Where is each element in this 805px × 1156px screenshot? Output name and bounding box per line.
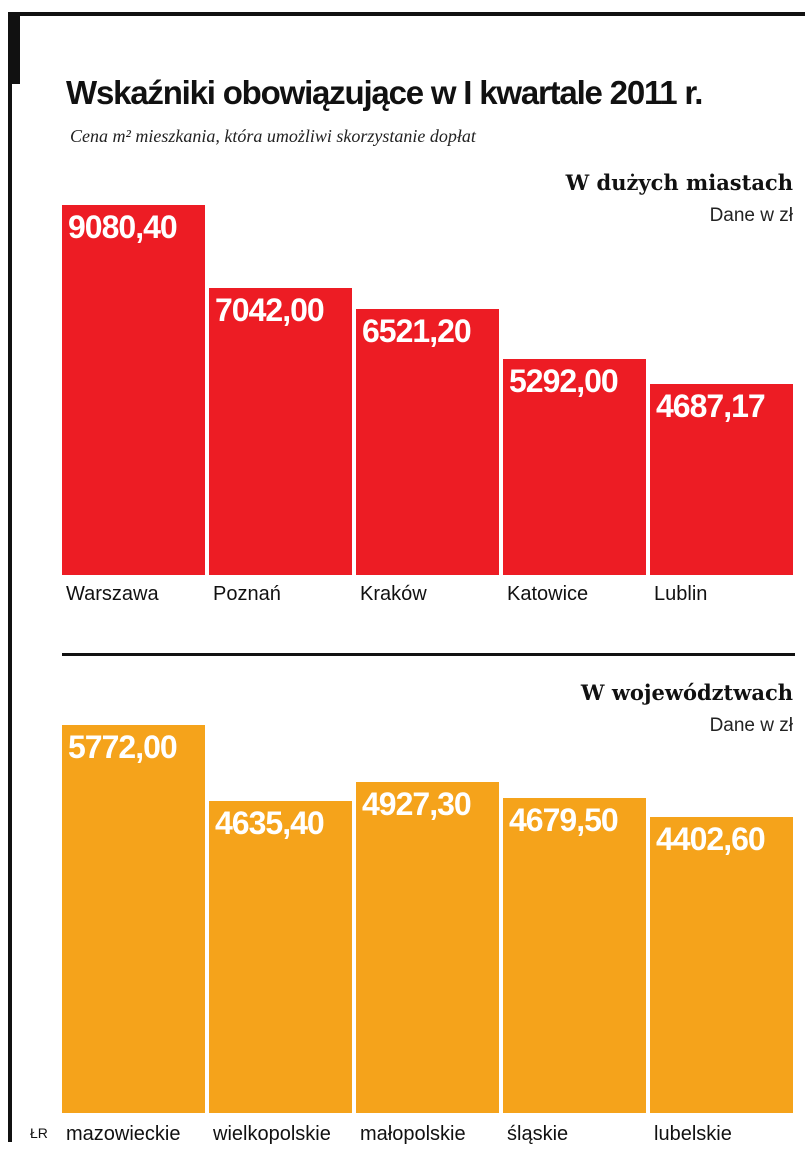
category-label-cities-3: Kraków [360,583,427,605]
bar-voivodeships-2 [209,801,352,1113]
bar-value-label-voivodeships-2: 4635,40 [215,805,325,841]
bar-value-label-cities-5: 4687,17 [656,388,766,424]
bar-cities-1 [62,205,205,575]
category-label-cities-2: Poznań [213,583,281,605]
category-label-cities-1: Warszawa [66,583,159,605]
section-title-cities: W dużych miastach [565,170,793,195]
bar-cities-5 [650,384,793,575]
bar-cities-3 [356,309,499,575]
bar-value-label-voivodeships-3: 4927,30 [362,786,472,822]
bar-voivodeships-4 [503,798,646,1113]
section-title-voivodeships: W województwach [580,680,793,705]
section-unit-cities: Dane w zł [709,205,793,226]
bar-voivodeships-5 [650,817,793,1113]
bar-value-label-voivodeships-1: 5772,00 [68,729,178,765]
chart-title: Wskaźniki obowiązujące w I kwartale 2011… [66,74,703,111]
credit-label: ŁR [30,1125,48,1141]
bar-value-label-cities-4: 5292,00 [509,363,619,399]
frame-left-rule [8,12,12,1142]
bar-value-label-cities-1: 9080,40 [68,209,178,245]
bar-value-label-voivodeships-5: 4402,60 [656,821,766,857]
bar-value-label-voivodeships-4: 4679,50 [509,802,619,838]
category-label-voivodeships-4: śląskie [507,1123,569,1145]
category-label-voivodeships-1: mazowieckie [66,1123,181,1145]
category-label-voivodeships-2: wielkopolskie [213,1123,331,1145]
category-label-cities-4: Katowice [507,583,589,605]
bar-value-label-cities-3: 6521,20 [362,313,472,349]
bar-cities-4 [503,359,646,575]
frame-corner-block [8,12,20,84]
chart-subtitle: Cena m² mieszkania, która umożliwi skorz… [70,126,476,146]
category-label-cities-5: Lublin [654,583,708,605]
bar-voivodeships-3 [356,782,499,1113]
section-unit-voivodeships: Dane w zł [709,715,793,736]
frame-top-rule [8,12,805,16]
bar-cities-2 [209,288,352,575]
category-label-voivodeships-3: małopolskie [360,1123,466,1145]
bar-voivodeships-1 [62,725,205,1113]
section-divider [62,653,795,656]
category-label-voivodeships-5: lubelskie [654,1123,732,1145]
bar-value-label-cities-2: 7042,00 [215,292,325,328]
